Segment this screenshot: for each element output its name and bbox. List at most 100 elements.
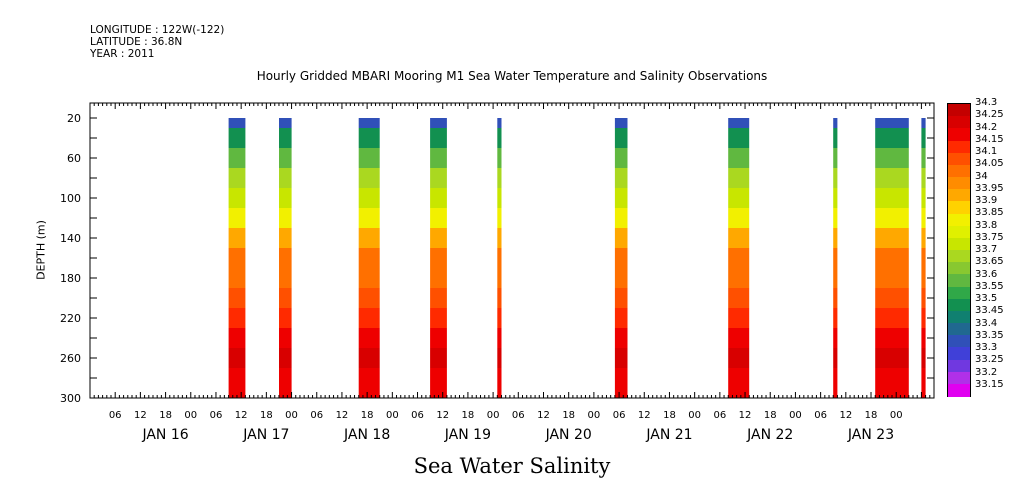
- salinity-cell: [279, 348, 292, 368]
- x-hour-tick-label: 18: [260, 410, 273, 421]
- x-day-label: JAN 17: [242, 427, 289, 443]
- x-hour-tick-label: 12: [537, 410, 550, 421]
- colorbar-level-label: 33.25: [975, 354, 1004, 366]
- salinity-cell: [228, 368, 246, 388]
- salinity-cell: [497, 328, 502, 348]
- salinity-cell: [833, 248, 838, 268]
- colorbar-swatch: [948, 116, 970, 130]
- salinity-cell: [228, 208, 246, 228]
- colorbar-swatch: [948, 140, 970, 154]
- colorbar-swatch: [948, 250, 970, 264]
- salinity-cell: [228, 328, 246, 348]
- salinity-cell: [728, 368, 750, 388]
- salinity-cell: [728, 388, 750, 398]
- y-tick-label: 140: [60, 232, 81, 245]
- salinity-cell: [728, 268, 750, 288]
- salinity-cell: [921, 228, 926, 248]
- colorbar-level-label: 34.3: [975, 97, 998, 108]
- colorbar-swatch: [948, 383, 970, 397]
- metadata-block: LONGITUDE : 122W(-122) LATITUDE : 36.8N …: [90, 24, 224, 60]
- x-day-label: JAN 18: [343, 427, 390, 443]
- salinity-cell: [279, 328, 292, 348]
- salinity-cell: [614, 388, 628, 398]
- salinity-cell: [833, 208, 838, 228]
- colorbar-level-label: 33.4: [975, 317, 998, 329]
- colorbar-level-label: 33.65: [975, 256, 1004, 268]
- colorbar-level-label: 34.15: [975, 133, 1004, 145]
- y-tick-label: 300: [60, 392, 81, 405]
- salinity-cell: [921, 128, 926, 148]
- salinity-cell: [875, 288, 909, 308]
- salinity-cell: [228, 348, 246, 368]
- salinity-cell: [358, 228, 380, 248]
- salinity-cell: [358, 308, 380, 328]
- colorbar-swatch: [948, 237, 970, 251]
- salinity-cell: [497, 268, 502, 288]
- salinity-cell: [921, 118, 926, 128]
- x-day-label: JAN 20: [545, 427, 592, 443]
- colorbar-swatch: [948, 298, 970, 312]
- salinity-cell: [358, 388, 380, 398]
- salinity-cell: [430, 348, 447, 368]
- salinity-cell: [497, 128, 502, 148]
- x-hour-tick-label: 06: [814, 410, 827, 421]
- salinity-cell: [430, 148, 447, 168]
- salinity-cell: [833, 148, 838, 168]
- salinity-cell: [430, 228, 447, 248]
- y-tick-label: 100: [60, 192, 81, 205]
- colorbar-swatch: [948, 323, 970, 337]
- salinity-cell: [833, 308, 838, 328]
- salinity-cell: [228, 188, 246, 208]
- y-tick-label: 60: [67, 152, 81, 165]
- colorbar-swatch: [948, 262, 970, 276]
- x-hour-tick-label: 00: [285, 410, 298, 421]
- x-day-label: JAN 23: [847, 427, 894, 443]
- salinity-cell: [875, 168, 909, 188]
- salinity-cell: [614, 228, 628, 248]
- salinity-cell: [497, 228, 502, 248]
- x-hour-tick-label: 12: [436, 410, 449, 421]
- salinity-cell: [228, 268, 246, 288]
- salinity-cell: [497, 118, 502, 128]
- salinity-cell: [614, 148, 628, 168]
- x-hour-tick-label: 12: [739, 410, 752, 421]
- colorbar-level-label: 33.75: [975, 231, 1004, 243]
- salinity-cell: [728, 208, 750, 228]
- salinity-cell: [279, 388, 292, 398]
- salinity-cell: [614, 268, 628, 288]
- plot-frame: [89, 102, 935, 399]
- salinity-cell: [833, 328, 838, 348]
- x-hour-tick-label: 18: [764, 410, 777, 421]
- colorbar-swatch: [948, 201, 970, 215]
- salinity-cell: [875, 248, 909, 268]
- salinity-cell: [430, 328, 447, 348]
- salinity-cell: [875, 208, 909, 228]
- salinity-cell: [728, 128, 750, 148]
- salinity-cell: [728, 118, 750, 128]
- colorbar-level-label: 33.85: [975, 207, 1004, 219]
- salinity-cell: [497, 348, 502, 368]
- salinity-cell: [497, 188, 502, 208]
- colorbar: [947, 103, 971, 397]
- salinity-cell: [833, 368, 838, 388]
- salinity-cell: [358, 168, 380, 188]
- salinity-cell: [430, 128, 447, 148]
- latitude-label: LATITUDE : 36.8N: [90, 36, 183, 48]
- x-hour-tick-label: 00: [890, 410, 903, 421]
- data-layer: [228, 118, 926, 398]
- x-hour-tick-label: 12: [336, 410, 349, 421]
- salinity-cell: [279, 188, 292, 208]
- x-hour-tick-label: 00: [588, 410, 601, 421]
- salinity-cell: [614, 188, 628, 208]
- salinity-cell: [228, 228, 246, 248]
- salinity-cell: [279, 368, 292, 388]
- salinity-cell: [875, 128, 909, 148]
- salinity-cell: [358, 368, 380, 388]
- salinity-cell: [921, 268, 926, 288]
- salinity-cell: [358, 208, 380, 228]
- salinity-cell: [430, 118, 447, 128]
- salinity-cell: [497, 208, 502, 228]
- colorbar-level-label: 33.15: [975, 378, 1004, 390]
- salinity-cell: [279, 268, 292, 288]
